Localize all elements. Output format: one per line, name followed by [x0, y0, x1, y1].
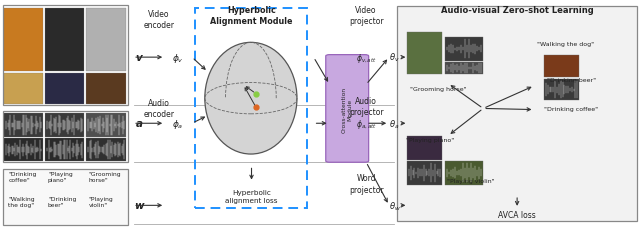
Text: $\theta_a$: $\theta_a$	[389, 118, 399, 130]
Bar	[86, 9, 126, 72]
Bar	[445, 62, 483, 75]
Bar	[86, 114, 126, 137]
Text: $\phi_{a,att}$: $\phi_{a,att}$	[356, 117, 376, 130]
Bar	[195, 9, 307, 208]
Text: Audio-visual Zero-shot Learning: Audio-visual Zero-shot Learning	[441, 6, 593, 15]
Bar	[4, 138, 43, 162]
Text: $\phi_a$: $\phi_a$	[172, 117, 184, 130]
Bar	[544, 56, 579, 77]
Text: Hyperbolic
Alignment Module: Hyperbolic Alignment Module	[211, 6, 292, 26]
Bar	[3, 6, 128, 106]
Text: $\phi_{v,att}$: $\phi_{v,att}$	[356, 52, 376, 64]
Bar	[407, 33, 442, 75]
Text: "Grooming
horse": "Grooming horse"	[88, 171, 121, 183]
Text: Cross-attention
Module: Cross-attention Module	[342, 86, 353, 132]
FancyBboxPatch shape	[326, 55, 369, 163]
Bar	[86, 74, 126, 104]
Text: "Walking
the dog": "Walking the dog"	[8, 196, 35, 207]
Text: Audio
encoder: Audio encoder	[143, 99, 174, 119]
Bar	[4, 9, 43, 72]
Bar	[407, 136, 442, 160]
Text: "Drinking
coffee": "Drinking coffee"	[8, 171, 36, 183]
Text: $\theta_v$: $\theta_v$	[389, 52, 400, 64]
Bar	[4, 114, 43, 137]
Ellipse shape	[205, 43, 297, 154]
Text: $\theta_w$: $\theta_w$	[389, 199, 401, 212]
Text: AVCA loss: AVCA loss	[499, 210, 536, 219]
Bar	[86, 138, 126, 162]
Text: "Drinking
beer": "Drinking beer"	[48, 196, 76, 207]
Bar	[3, 169, 128, 225]
Text: "Playing violin": "Playing violin"	[447, 178, 494, 183]
Bar	[3, 111, 128, 162]
Text: Video
projector: Video projector	[349, 6, 383, 26]
Bar	[445, 161, 483, 185]
Bar	[544, 79, 579, 101]
Text: $\boldsymbol{a}$: $\boldsymbol{a}$	[135, 119, 144, 129]
Bar	[407, 161, 442, 185]
Bar	[397, 7, 637, 221]
Text: "Playing piano": "Playing piano"	[406, 137, 454, 142]
Text: "Drinking beer": "Drinking beer"	[547, 77, 596, 82]
Bar	[4, 74, 43, 104]
Bar	[45, 138, 84, 162]
Text: "Playing
violin": "Playing violin"	[88, 196, 113, 207]
Bar	[45, 9, 84, 72]
Bar	[45, 74, 84, 104]
Text: $\boldsymbol{v}$: $\boldsymbol{v}$	[135, 53, 144, 63]
Text: $\phi_v$: $\phi_v$	[172, 51, 184, 64]
Text: Video
encoder: Video encoder	[143, 10, 174, 30]
Text: "Drinking coffee": "Drinking coffee"	[545, 107, 598, 112]
Text: "Grooming horse": "Grooming horse"	[410, 86, 467, 91]
Text: Audio
projector: Audio projector	[349, 96, 383, 116]
Text: "Playing
piano": "Playing piano"	[48, 171, 73, 183]
Text: Word
projector: Word projector	[349, 174, 383, 194]
Text: "Walking the dog": "Walking the dog"	[536, 42, 594, 47]
Bar	[45, 114, 84, 137]
Text: $\boldsymbol{w}$: $\boldsymbol{w}$	[134, 200, 145, 210]
Text: Hyperbolic
alignment loss: Hyperbolic alignment loss	[225, 190, 278, 203]
Bar	[445, 37, 483, 61]
